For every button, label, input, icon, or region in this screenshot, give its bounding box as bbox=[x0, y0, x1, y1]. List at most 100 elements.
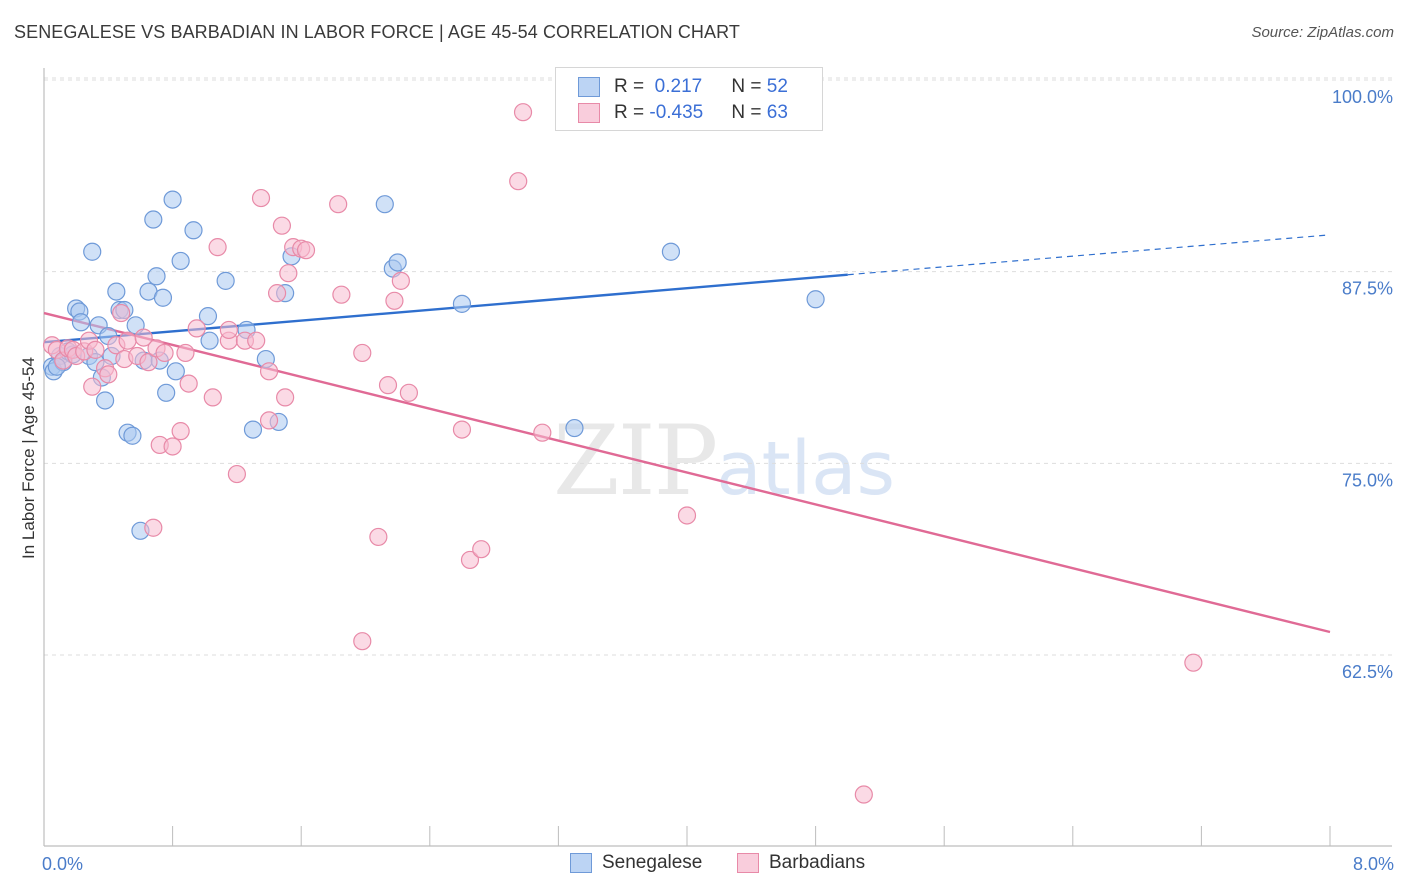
senegalese-point bbox=[200, 331, 219, 350]
n-label: N = bbox=[731, 76, 767, 97]
y-tick-label: 62.5% bbox=[1342, 662, 1393, 682]
senegalese-point bbox=[166, 362, 185, 381]
barbadian-point bbox=[533, 423, 552, 442]
senegalese-point bbox=[147, 267, 166, 286]
barbadian-point bbox=[267, 284, 287, 303]
series-legend: Senegalese Barbadians bbox=[0, 852, 1406, 878]
y-tick-label: 100.0% bbox=[1332, 87, 1393, 107]
stats-legend-row-barbadians: R = -0.435 N = 63 bbox=[578, 101, 788, 125]
data-points bbox=[42, 103, 1203, 804]
barbadian-point bbox=[176, 343, 195, 363]
senegalese-point bbox=[71, 313, 91, 332]
barbadian-point bbox=[259, 362, 279, 381]
barbadian-point bbox=[83, 377, 102, 396]
grid-lines bbox=[44, 77, 1392, 656]
barbadian-swatch bbox=[578, 103, 600, 123]
n-value: 52 bbox=[766, 76, 788, 97]
barbadian-point bbox=[329, 195, 348, 214]
watermark: ZIPatlas bbox=[553, 405, 895, 517]
legend-item-senegalese[interactable]: Senegalese bbox=[570, 852, 702, 874]
barbadian-point bbox=[144, 518, 163, 537]
x-tick-label: 8.0% bbox=[1353, 854, 1394, 874]
barbadian-point bbox=[187, 319, 206, 338]
barbadian-point bbox=[134, 328, 153, 347]
senegalese-trend-extension bbox=[847, 234, 1331, 276]
barbadian-point bbox=[353, 632, 372, 651]
barbadian-point bbox=[259, 411, 279, 430]
senegalese-point bbox=[198, 307, 218, 326]
senegalese-point bbox=[123, 426, 142, 445]
barbadian-point bbox=[155, 343, 174, 363]
senegalese-point bbox=[806, 290, 825, 309]
r-label: R = bbox=[614, 76, 650, 97]
barbadian-point bbox=[276, 388, 295, 407]
legend-label-senegalese: Senegalese bbox=[602, 852, 703, 873]
senegalese-point bbox=[388, 253, 407, 272]
barbadian-point bbox=[509, 172, 528, 191]
n-label: N = bbox=[731, 102, 767, 123]
senegalese-swatch bbox=[578, 77, 600, 97]
barbadian-point bbox=[112, 303, 131, 323]
senegalese-point bbox=[661, 242, 681, 261]
stats-legend: R = 0.217 N = 52 R = -0.435 N = 63 bbox=[555, 67, 823, 131]
barbadian-point bbox=[139, 353, 158, 372]
senegalese-trend-line bbox=[43, 273, 848, 344]
senegalese-point bbox=[83, 242, 102, 261]
n-value: 63 bbox=[766, 102, 788, 123]
axes bbox=[43, 68, 1392, 847]
barbadian-point bbox=[399, 383, 419, 402]
r-label: R = bbox=[614, 102, 650, 123]
senegalese-point bbox=[95, 391, 115, 410]
barbadian-point bbox=[854, 785, 873, 804]
barbadian-point bbox=[227, 464, 246, 484]
barbadian-point bbox=[279, 264, 298, 283]
watermark-atlas: atlas bbox=[716, 426, 896, 512]
senegalese-point bbox=[157, 383, 176, 402]
barbadian-point bbox=[203, 388, 222, 407]
senegalese-point bbox=[144, 210, 163, 229]
senegalese-point bbox=[171, 251, 190, 271]
barbadian-point bbox=[391, 271, 410, 290]
barbadian-point bbox=[353, 343, 372, 363]
barbadian-point bbox=[472, 540, 491, 559]
barbadian-point bbox=[452, 420, 472, 439]
chart-title: SENEGALESE VS BARBADIAN IN LABOR FORCE |… bbox=[14, 22, 741, 42]
barbadian-point bbox=[118, 331, 137, 350]
barbadian-point bbox=[513, 103, 533, 122]
senegalese-point bbox=[452, 294, 472, 313]
barbadian-point bbox=[1184, 653, 1203, 672]
senegalese-point bbox=[107, 282, 126, 301]
senegalese-legend-swatch bbox=[570, 853, 592, 873]
y-tick-label: 87.5% bbox=[1342, 279, 1393, 299]
barbadian-point bbox=[247, 331, 266, 350]
barbadian-point bbox=[179, 374, 198, 393]
axis-labels: 62.5% 75.0% 87.5% 100.0% 0.0% 8.0% In Labor Fo… bbox=[19, 87, 1394, 874]
senegalese-point bbox=[243, 420, 263, 439]
barbadian-point bbox=[163, 437, 182, 456]
legend-item-barbadians[interactable]: Barbadians bbox=[737, 852, 865, 874]
barbadian-point bbox=[677, 506, 697, 525]
senegalese-point bbox=[375, 195, 394, 214]
trend-lines bbox=[43, 234, 1331, 634]
barbadian-point bbox=[378, 376, 398, 395]
barbadian-point bbox=[272, 216, 292, 235]
barbadian-trend-line bbox=[43, 311, 1331, 634]
y-tick-label: 75.0% bbox=[1342, 470, 1393, 490]
barbadian-point bbox=[369, 527, 388, 547]
senegalese-point bbox=[565, 418, 584, 438]
barbadian-point bbox=[385, 291, 404, 310]
barbadian-point bbox=[251, 188, 271, 208]
barbadian-point bbox=[171, 422, 190, 441]
senegalese-point bbox=[216, 271, 235, 290]
barbadian-point bbox=[208, 238, 227, 257]
r-value: -0.435 bbox=[649, 102, 704, 123]
legend-label-barbadians: Barbadians bbox=[769, 852, 866, 873]
senegalese-point bbox=[184, 221, 203, 240]
barbadian-point bbox=[460, 550, 480, 570]
barbadian-point bbox=[99, 365, 118, 384]
senegalese-point bbox=[153, 288, 173, 307]
y-axis-label: In Labor Force | Age 45-54 bbox=[19, 357, 38, 559]
stats-legend-row-senegalese: R = 0.217 N = 52 bbox=[578, 75, 788, 99]
barbadian-legend-swatch bbox=[737, 853, 759, 873]
